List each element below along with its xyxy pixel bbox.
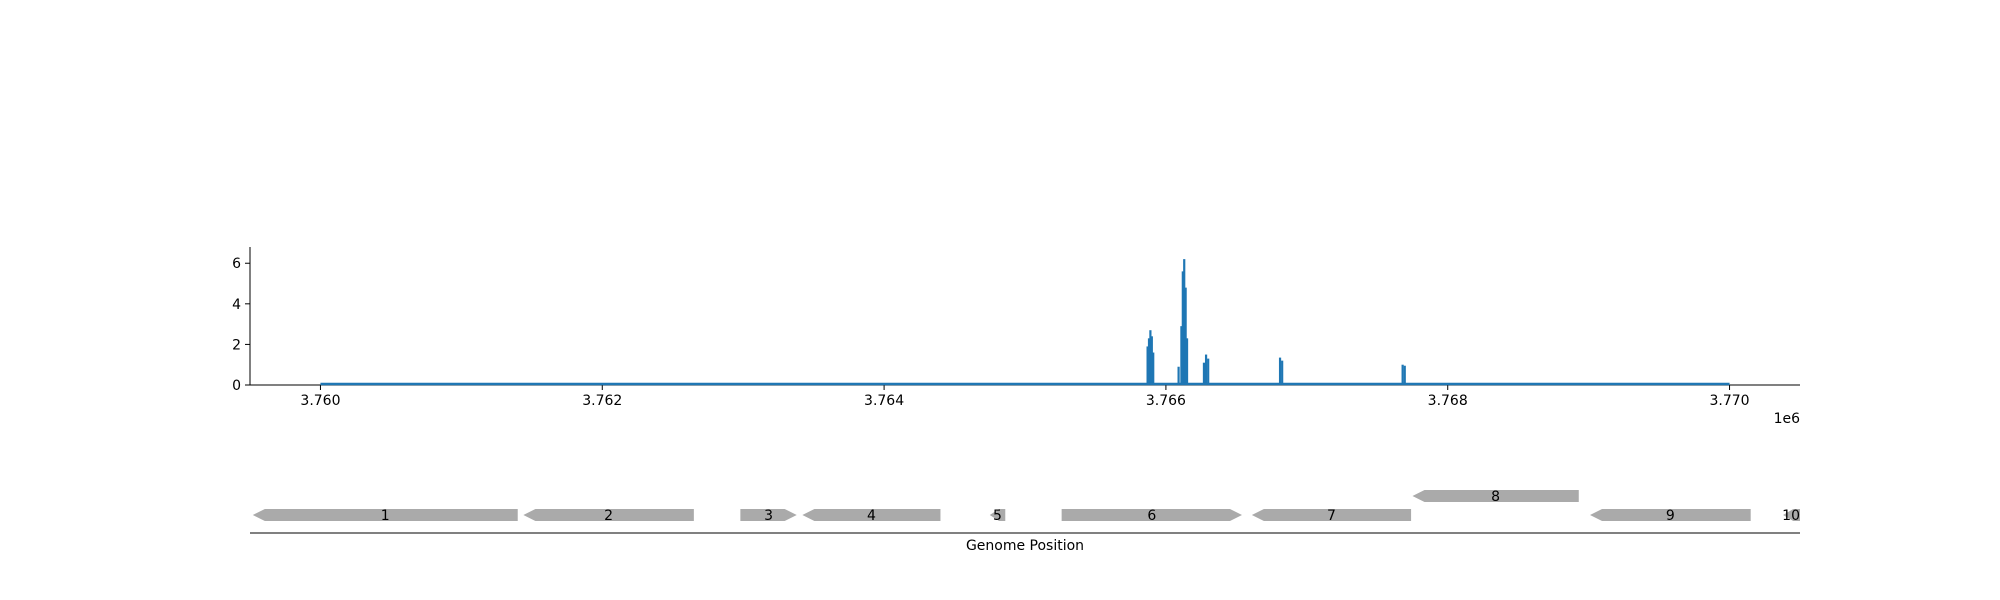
gene-arrow — [1590, 509, 1751, 521]
gene-arrow — [523, 509, 694, 521]
y-tick-label: 4 — [232, 297, 241, 313]
x-offset-label: 1e6 — [1774, 411, 1801, 427]
gene-label: 1 — [381, 508, 390, 524]
gene-arrow — [1783, 509, 1800, 521]
gene-arrow — [1412, 490, 1579, 502]
gene-arrow — [1251, 509, 1412, 521]
y-tick-label: 0 — [232, 378, 241, 394]
coverage-peaks — [1146, 259, 1406, 385]
x-tick-label: 3.766 — [1146, 393, 1186, 409]
gene-track: 1 2 3 4 5 6 7 8 9 10 Genome Position — [250, 489, 1800, 554]
y-tick-label: 6 — [232, 256, 241, 272]
gene-label: 8 — [1491, 489, 1500, 505]
gene-arrow — [802, 509, 941, 521]
y-tick-label: 2 — [232, 337, 241, 353]
gene-label: 3 — [764, 508, 773, 524]
gene-arrow — [252, 509, 518, 521]
gene-arrow — [740, 509, 797, 521]
gene-label: 6 — [1147, 508, 1156, 524]
coverage-plot: 3.760 3.762 3.764 3.766 3.768 3.770 0 2 4 6 1e6 — [232, 247, 1800, 427]
gene-arrow — [989, 509, 1006, 521]
x-tick-label: 3.770 — [1709, 393, 1749, 409]
gene-label: 9 — [1666, 508, 1675, 524]
gene-label: 4 — [867, 508, 876, 524]
gene-label: 5 — [993, 508, 1002, 524]
y-ticks: 0 2 4 6 — [232, 256, 250, 394]
gene-label: 7 — [1327, 508, 1336, 524]
x-tick-label: 3.768 — [1428, 393, 1468, 409]
x-tick-label: 3.764 — [864, 393, 904, 409]
genes: 1 2 3 4 5 6 7 8 9 10 — [252, 489, 1800, 524]
x-ticks: 3.760 3.762 3.764 3.766 3.768 3.770 — [300, 385, 1750, 409]
gene-label: 10 — [1782, 508, 1800, 524]
x-axis-label: Genome Position — [966, 538, 1084, 554]
gene-label: 2 — [604, 508, 613, 524]
x-tick-label: 3.762 — [582, 393, 622, 409]
gene-arrow — [1061, 509, 1242, 521]
x-tick-label: 3.760 — [300, 393, 340, 409]
